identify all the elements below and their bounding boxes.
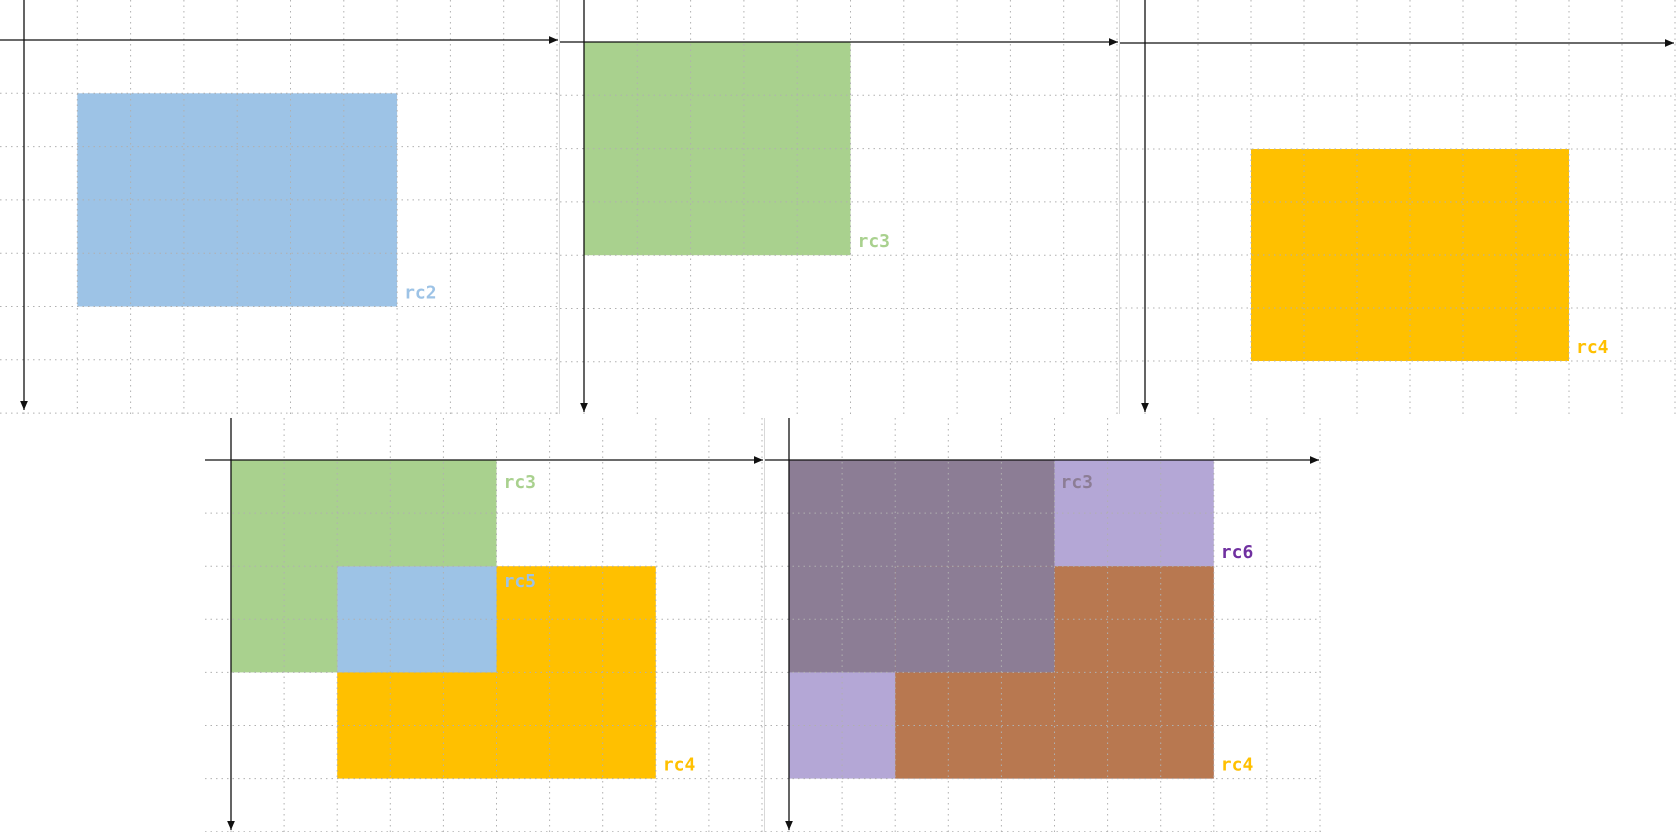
labels: rc3: [858, 231, 891, 252]
label-rc5: rc5: [504, 571, 537, 592]
panel-rc3-canvas: rc3: [560, 0, 1120, 414]
label-rc4: rc4: [1221, 755, 1254, 776]
axes: [205, 418, 763, 830]
axes: [1120, 0, 1674, 412]
rectangles: [231, 460, 656, 779]
label-rc2: rc2: [404, 283, 437, 304]
axes: [765, 418, 1319, 830]
panel-rc3: rc3: [560, 0, 1120, 414]
axes: [560, 0, 1118, 412]
panel-rc5-canvas: rc3 rc4 rc5: [205, 418, 765, 832]
axes: [0, 0, 558, 410]
panel-rc4-canvas: rc4: [1120, 0, 1676, 414]
panel-rc6: rc6 rc3 rc4: [765, 418, 1321, 832]
panel-rc4: rc4: [1120, 0, 1676, 414]
label-rc4: rc4: [663, 755, 696, 776]
panel-rc5: rc3 rc4 rc5: [205, 418, 765, 832]
rectangles: [584, 42, 851, 256]
rect-rc5: [337, 566, 497, 673]
labels: rc4: [1576, 337, 1609, 358]
rectangles: [1251, 149, 1569, 361]
label-rc3: rc3: [504, 472, 537, 493]
label-rc3: rc3: [1061, 472, 1094, 493]
panel-rc2: rc2: [0, 0, 560, 414]
labels: rc3 rc4 rc5: [504, 472, 696, 776]
labels: rc2: [404, 283, 437, 304]
labels: rc6 rc3 rc4: [1061, 472, 1254, 776]
panel-rc6-canvas: rc6 rc3 rc4: [765, 418, 1321, 832]
label-rc3: rc3: [858, 231, 891, 252]
label-rc4: rc4: [1576, 337, 1609, 358]
rect-rc3: [584, 42, 851, 256]
rect-rc4: [1251, 149, 1569, 361]
label-rc6: rc6: [1221, 542, 1254, 563]
panel-rc2-canvas: rc2: [0, 0, 560, 414]
